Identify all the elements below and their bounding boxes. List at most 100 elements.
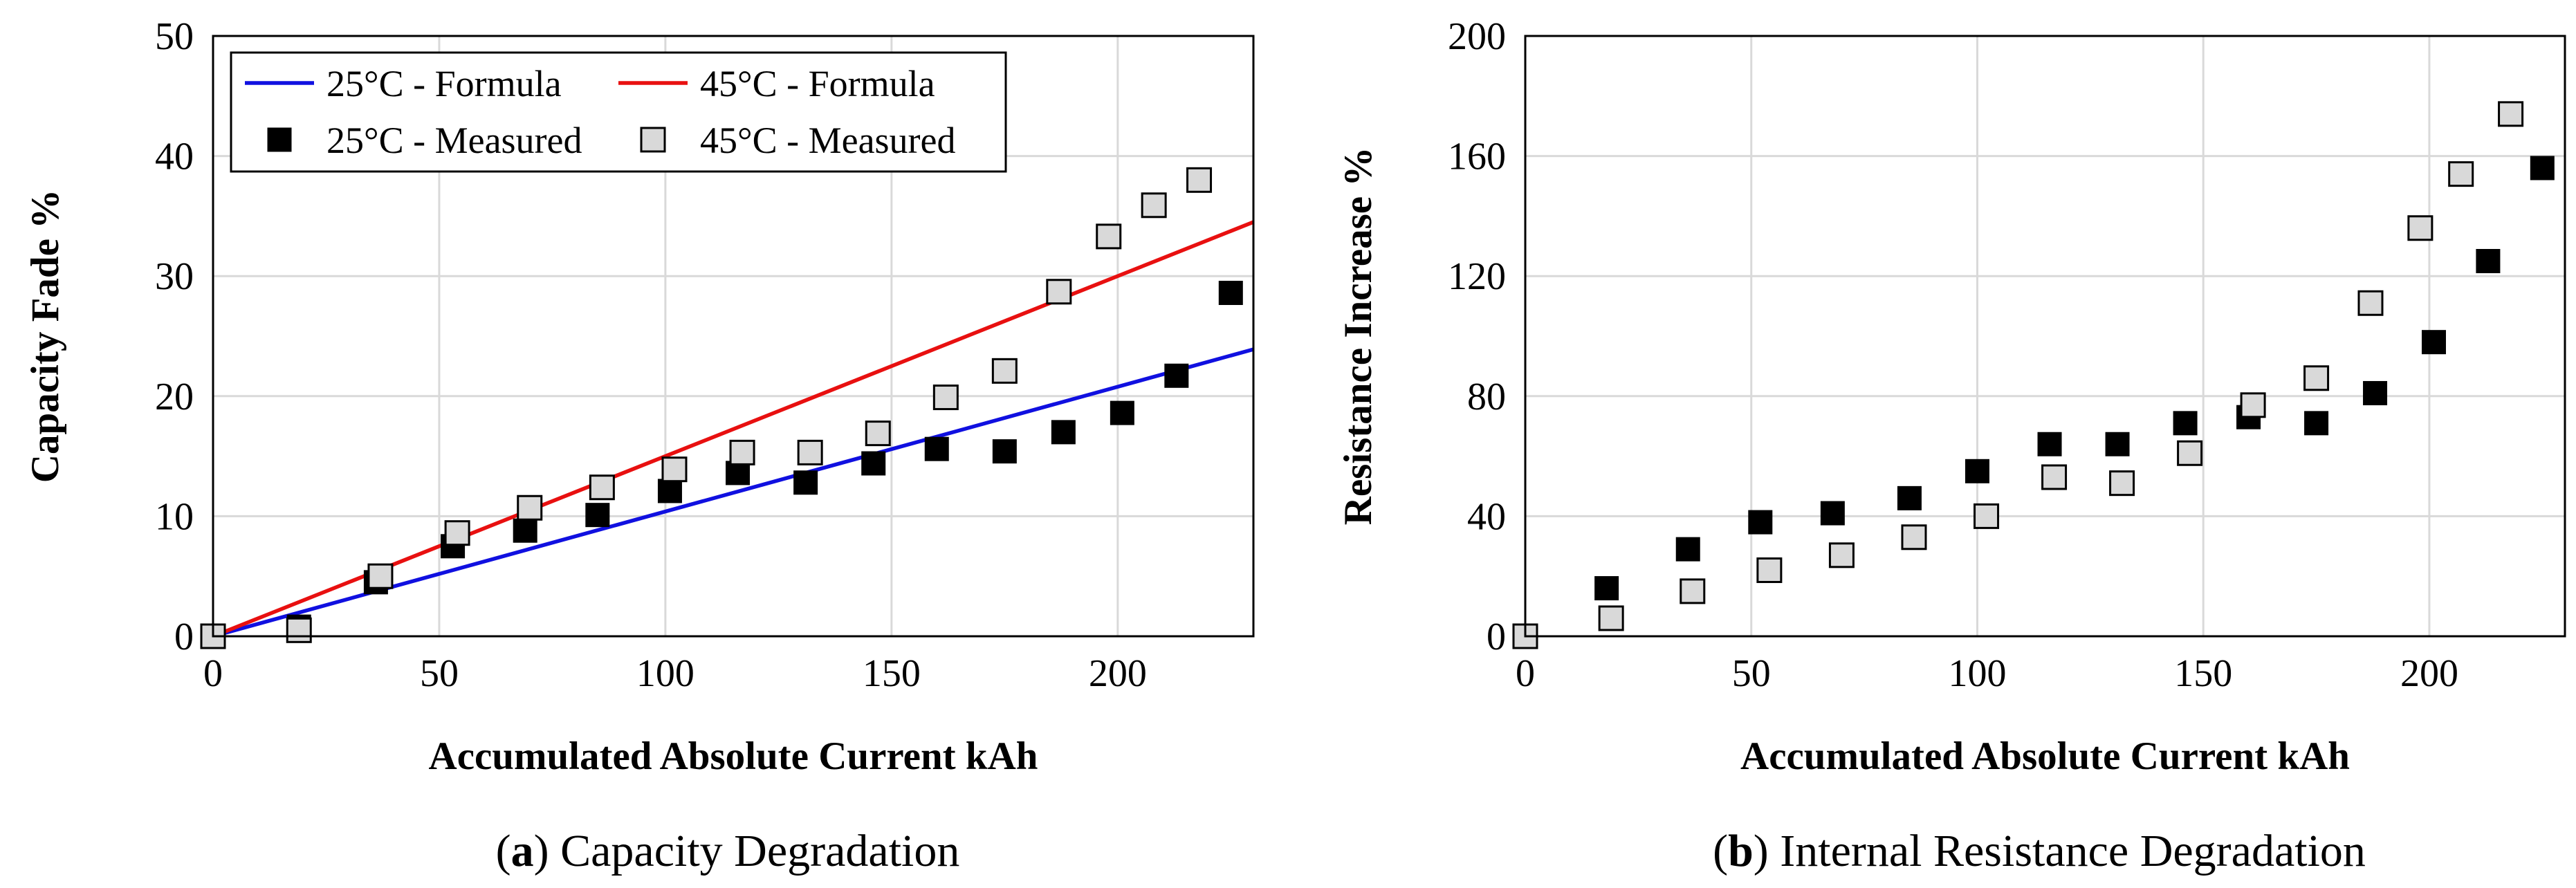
marker-25c-measured	[2363, 380, 2388, 405]
plot-area-a	[200, 167, 1255, 649]
marker-25c-measured	[2476, 249, 2501, 273]
y-tick-label: 160	[1448, 136, 1506, 178]
marker-25c-measured	[861, 451, 886, 476]
marker-25c-measured	[1965, 459, 1989, 483]
x-tick-label: 100	[1948, 652, 2006, 695]
marker-45c-measured	[991, 358, 1018, 384]
tick-labels-b: 0 50 100 150 200 0 40 80 120 160 200	[1448, 15, 2458, 695]
x-tick-label: 100	[636, 652, 694, 695]
caption-a: (a) Capacity Degradation	[496, 826, 960, 876]
y-tick-label: 120	[1448, 255, 1506, 298]
legend-box	[230, 51, 1007, 173]
marker-45c-measured	[1096, 223, 1122, 250]
marker-45c-measured	[589, 474, 615, 501]
marker-25c-measured	[657, 479, 682, 503]
panel-capacity-degradation: 0 50 100 150 200 0 10 20 30 40 50 Accumulated Abso…	[24, 15, 1255, 876]
marker-45c-measured	[2407, 215, 2434, 241]
marker-25c-measured	[924, 436, 949, 461]
plot-area-b	[1512, 101, 2555, 649]
marker-25c-measured	[1897, 485, 1922, 510]
x-tick-label: 50	[420, 652, 459, 695]
tick-labels-a: 0 50 100 150 200 0 10 20 30 40 50	[155, 15, 1147, 695]
x-tick-label: 150	[863, 652, 921, 695]
y-tick-label: 30	[155, 255, 194, 298]
y-tick-label: 0	[174, 616, 194, 658]
marker-25c-measured	[992, 439, 1017, 464]
y-tick-label: 80	[1467, 376, 1506, 418]
marker-25c-measured	[1594, 576, 1619, 601]
legend-marker-swatch	[267, 127, 292, 152]
caption-letter-b: b	[1728, 826, 1754, 876]
marker-45c-measured	[865, 420, 891, 447]
caption-b: (b) Internal Resistance Degradation	[1713, 826, 2366, 876]
marker-45c-measured	[1046, 279, 1072, 305]
marker-25c-measured	[1218, 281, 1243, 306]
marker-45c-measured	[1901, 524, 1927, 551]
marker-45c-measured	[2240, 392, 2266, 418]
x-tick-label: 50	[1732, 652, 1771, 695]
x-tick-label: 150	[2174, 652, 2232, 695]
plot-frame-b	[1524, 35, 2566, 638]
marker-45c-measured	[1598, 605, 1624, 631]
marker-45c-measured	[444, 520, 470, 546]
marker-45c-measured	[729, 439, 755, 465]
caption-text-a: Capacity Degradation	[549, 826, 960, 876]
x-tick-label: 200	[2400, 652, 2458, 695]
legend: 25°C - Formula 45°C - Formula 25°C - Measu…	[230, 51, 1007, 173]
legend-label: 45°C - Measured	[700, 120, 956, 161]
marker-45c-measured	[2357, 290, 2384, 316]
marker-45c-measured	[1186, 167, 1213, 193]
marker-45c-measured	[517, 494, 543, 521]
y-tick-label: 40	[155, 136, 194, 178]
marker-25c-measured	[2304, 411, 2329, 436]
x-axis-label-b: Accumulated Absolute Current kAh	[1740, 734, 2350, 778]
x-tick-label: 0	[1516, 652, 1535, 695]
marker-45c-measured	[932, 385, 959, 411]
marker-45c-measured	[2448, 161, 2474, 187]
marker-45c-measured	[2498, 101, 2524, 127]
marker-45c-measured	[2109, 470, 2135, 497]
x-tick-label: 200	[1089, 652, 1147, 695]
marker-45c-measured	[2177, 440, 2203, 466]
y-axis-label-b: Resistance Increase %	[1336, 147, 1380, 526]
marker-25c-measured	[1110, 400, 1134, 425]
marker-25c-measured	[1164, 363, 1189, 388]
marker-25c-measured	[1748, 510, 1773, 535]
marker-25c-measured	[1051, 420, 1076, 445]
legend-label: 45°C - Formula	[700, 63, 935, 104]
marker-45c-measured	[797, 439, 823, 465]
marker-45c-measured	[1141, 192, 1167, 219]
marker-25c-measured	[2421, 330, 2446, 355]
y-tick-label: 40	[1467, 495, 1506, 538]
x-axis-label-a: Accumulated Absolute Current kAh	[429, 734, 1038, 778]
marker-45c-measured	[1680, 578, 1706, 604]
marker-25c-measured	[585, 503, 610, 528]
x-tick-label: 0	[203, 652, 223, 695]
marker-25c-measured	[2530, 156, 2555, 181]
legend-label: 25°C - Measured	[326, 120, 582, 161]
marker-45c-measured	[2303, 365, 2330, 391]
marker-45c-measured	[2041, 464, 2068, 490]
caption-letter-a: a	[511, 826, 534, 876]
legend-label: 25°C - Formula	[326, 63, 562, 104]
marker-45c-measured	[1756, 557, 1783, 584]
marker-45c-measured	[1974, 503, 2000, 529]
marker-25c-measured	[2173, 411, 2198, 436]
y-tick-label: 20	[155, 376, 194, 418]
y-tick-label: 50	[155, 15, 194, 58]
marker-25c-measured	[513, 518, 537, 543]
marker-45c-measured	[1828, 542, 1855, 568]
y-tick-label: 10	[155, 495, 194, 538]
marker-25c-measured	[2037, 432, 2062, 456]
y-tick-label: 0	[1487, 616, 1506, 658]
y-tick-label: 200	[1448, 15, 1506, 58]
caption-text-b: Internal Resistance Degradation	[1769, 826, 2366, 876]
marker-25c-measured	[793, 470, 818, 495]
marker-45c-measured	[367, 563, 394, 589]
marker-25c-measured	[1675, 537, 1700, 562]
plot-frame-a	[212, 35, 1255, 638]
marker-25c-measured	[1820, 501, 1845, 526]
marker-25c-measured	[2105, 432, 2130, 456]
marker-45c-measured	[286, 617, 312, 643]
